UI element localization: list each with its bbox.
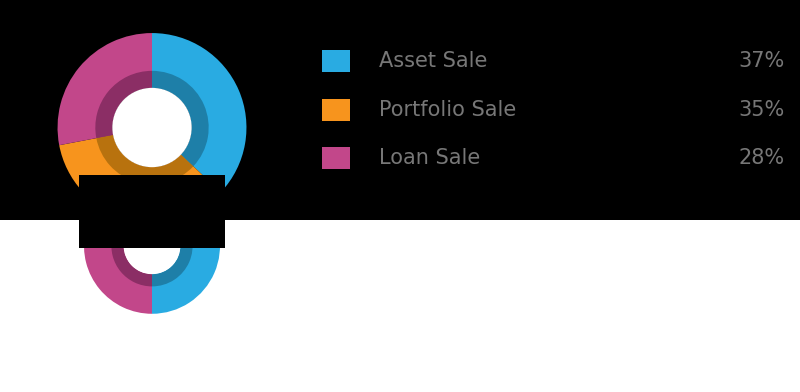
Circle shape: [112, 88, 192, 167]
Bar: [0, 0, 800, 220]
Bar: [322, 99, 350, 121]
Bar: [322, 51, 350, 73]
Wedge shape: [85, 178, 202, 240]
Wedge shape: [59, 135, 221, 222]
Wedge shape: [84, 233, 152, 314]
Text: 35%: 35%: [738, 100, 784, 120]
Bar: [0, 220, 800, 392]
Wedge shape: [152, 33, 246, 192]
Circle shape: [124, 218, 180, 274]
Wedge shape: [95, 71, 152, 138]
Text: Asset Sale: Asset Sale: [379, 51, 487, 71]
Bar: [79, 175, 225, 248]
Text: Portfolio Sale: Portfolio Sale: [379, 100, 516, 120]
Text: 37%: 37%: [738, 51, 784, 71]
Text: 28%: 28%: [738, 148, 784, 168]
Text: Loan Sale: Loan Sale: [379, 148, 480, 168]
Wedge shape: [96, 135, 194, 184]
Wedge shape: [152, 71, 209, 166]
Wedge shape: [112, 205, 182, 240]
Wedge shape: [111, 238, 152, 287]
Wedge shape: [152, 199, 220, 314]
Bar: [322, 147, 350, 169]
Wedge shape: [58, 33, 152, 145]
Wedge shape: [152, 218, 193, 287]
